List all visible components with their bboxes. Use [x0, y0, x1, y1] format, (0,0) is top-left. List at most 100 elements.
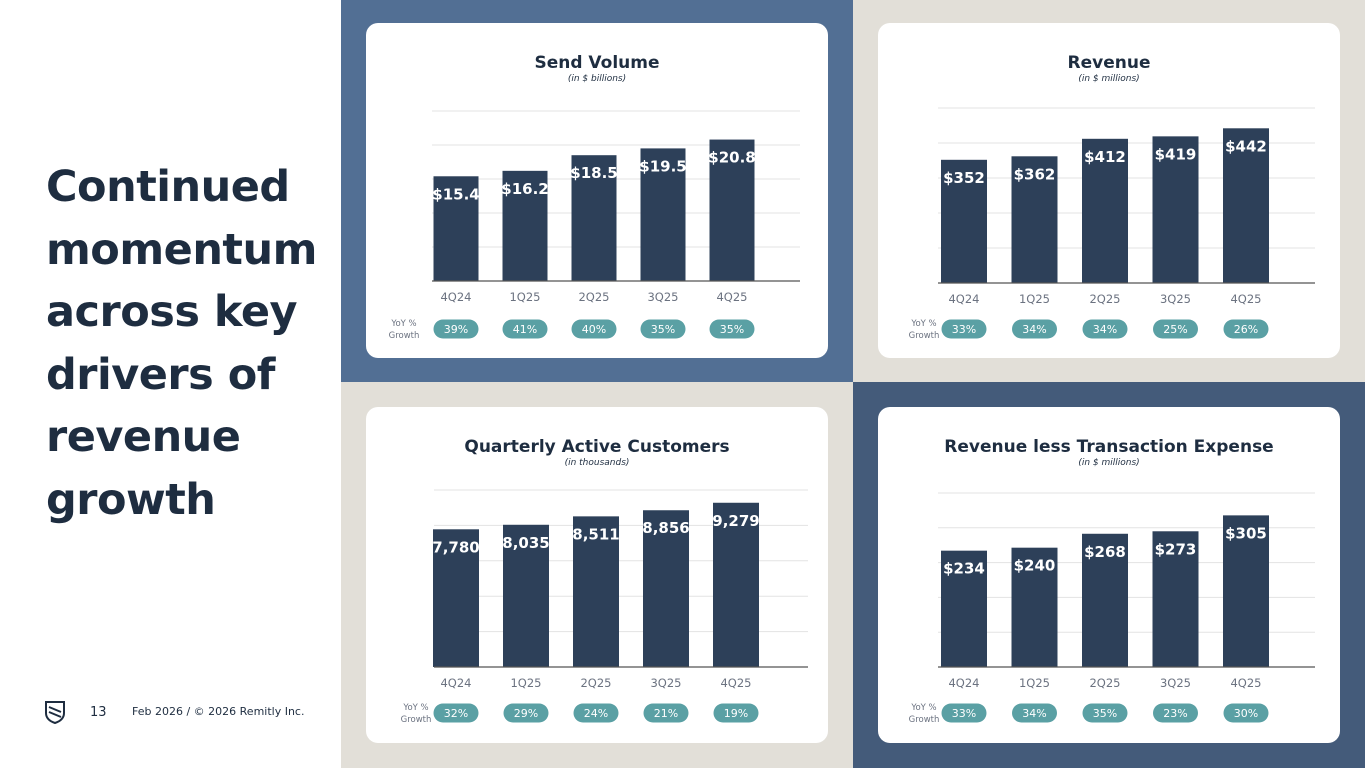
x-tick-label: 4Q24: [440, 290, 471, 304]
growth-pill: [1153, 319, 1198, 339]
yoy-label: YoY %: [910, 703, 936, 713]
revenue-less-tx-chart-card: Revenue less Transaction Expense (in $ mi…: [878, 407, 1340, 743]
growth-pill: [713, 703, 759, 723]
x-tick-label: 2Q25: [580, 676, 611, 690]
growth-pill: [1082, 319, 1128, 339]
growth-pill-value: 29%: [514, 707, 538, 720]
growth-pill-value: 33%: [952, 323, 976, 336]
growth-pill: [502, 319, 548, 339]
bar-4Q25: [709, 139, 755, 281]
x-tick-label: 4Q25: [716, 290, 747, 304]
growth-pill-value: 34%: [1022, 323, 1046, 336]
growth-pill: [433, 319, 479, 339]
x-tick-label: 3Q25: [1160, 676, 1191, 690]
bar-3Q25: [640, 148, 686, 281]
bar-value-label: 8,511: [572, 525, 619, 543]
bar-value-label: $18.5: [570, 164, 617, 182]
growth-pill: [503, 703, 549, 723]
x-tick-label: 2Q25: [578, 290, 609, 304]
growth-pill-value: 30%: [1234, 707, 1258, 720]
growth-pill: [1012, 703, 1057, 723]
x-tick-label: 4Q25: [1230, 676, 1261, 690]
bar-value-label: 8,856: [642, 519, 689, 537]
bar-value-label: $16.2: [501, 180, 548, 198]
bar-value-label: $20.8: [708, 149, 755, 167]
growth-pill-value: 24%: [584, 707, 608, 720]
growth-pill: [1082, 703, 1128, 723]
bar-value-label: 8,035: [502, 534, 549, 552]
page-number: 13: [90, 705, 107, 720]
x-tick-label: 4Q24: [440, 676, 471, 690]
remitly-shield-logo-icon: [45, 701, 65, 724]
bar-value-label: $273: [1155, 540, 1197, 558]
growth-pill-value: 34%: [1093, 323, 1117, 336]
bar-3Q25: [1152, 531, 1199, 667]
growth-pill-value: 40%: [582, 323, 606, 336]
growth-pill: [1012, 319, 1057, 339]
x-tick-label: 2Q25: [1089, 676, 1120, 690]
bar-4Q24: [433, 176, 479, 281]
chart-svg: Revenue less Transaction Expense(in $ mi…: [909, 437, 1315, 725]
bar-value-label: $240: [1014, 557, 1056, 575]
bar-4Q25: [1223, 515, 1269, 667]
bar-value-label: $352: [943, 169, 985, 187]
x-tick-label: 1Q25: [509, 290, 540, 304]
growth-pill-value: 35%: [651, 323, 675, 336]
x-tick-label: 3Q25: [1160, 292, 1191, 306]
growth-pill-value: 39%: [444, 323, 468, 336]
bar-1Q25: [1011, 156, 1058, 283]
bar-value-label: $362: [1014, 165, 1056, 183]
growth-pill: [941, 703, 987, 723]
chart-title: Send Volume: [534, 53, 659, 73]
bar-1Q25: [502, 170, 548, 281]
growth-pill-value: 33%: [952, 707, 976, 720]
yoy-label: Growth: [401, 715, 432, 725]
x-tick-label: 1Q25: [1019, 676, 1050, 690]
bar-value-label: 9,279: [712, 512, 759, 530]
bar-value-label: $15.4: [432, 185, 479, 203]
bar-2Q25: [1082, 533, 1128, 667]
x-tick-label: 4Q25: [1230, 292, 1261, 306]
chart-title: Revenue less Transaction Expense: [944, 437, 1273, 457]
growth-pill-value: 19%: [724, 707, 748, 720]
bar-value-label: $412: [1084, 148, 1126, 166]
yoy-label: YoY %: [402, 703, 428, 713]
chart-title: Revenue: [1068, 53, 1151, 73]
growth-pill-value: 25%: [1163, 323, 1187, 336]
growth-pill-value: 23%: [1163, 707, 1187, 720]
x-tick-label: 1Q25: [510, 676, 541, 690]
growth-pill: [571, 319, 617, 339]
growth-pill: [941, 319, 987, 339]
bar-value-label: $305: [1225, 524, 1267, 542]
bar-4Q24: [941, 550, 987, 667]
page-headline: Continued momentum across key drivers of…: [46, 162, 317, 525]
growth-pill: [573, 703, 619, 723]
bar-value-label: $234: [943, 560, 985, 578]
send-volume-chart-card: Send Volume (in $ billions) $15.4 4Q24 39% $1…: [366, 23, 828, 358]
bar-value-label: 7,780: [432, 538, 479, 556]
revenue-chart-card: Revenue (in $ millions) $352 4Q24 33% $362 1Q2…: [878, 23, 1340, 358]
x-tick-label: 3Q25: [650, 676, 681, 690]
growth-pill: [1153, 703, 1198, 723]
yoy-label: Growth: [909, 715, 940, 725]
growth-pill: [1223, 703, 1269, 723]
bar-1Q25: [1011, 547, 1058, 667]
bar-2Q25: [1082, 138, 1128, 283]
bar-2Q25: [571, 155, 617, 281]
bar-4Q25: [713, 502, 759, 667]
x-tick-label: 1Q25: [1019, 292, 1050, 306]
growth-pill-value: 34%: [1022, 707, 1046, 720]
growth-pill-value: 35%: [720, 323, 744, 336]
growth-pill-value: 21%: [654, 707, 678, 720]
yoy-label: Growth: [389, 331, 420, 341]
growth-pill-value: 41%: [513, 323, 537, 336]
chart-subtitle: (in $ billions): [568, 74, 626, 84]
growth-pill: [709, 319, 755, 339]
bar-4Q25: [1223, 128, 1269, 283]
bar-3Q25: [643, 510, 689, 667]
chart-subtitle: (in $ millions): [1078, 74, 1139, 84]
bar-value-label: $268: [1084, 543, 1126, 561]
active-customers-chart-card: Quarterly Active Customers (in thousands)…: [366, 407, 828, 743]
x-tick-label: 4Q25: [720, 676, 751, 690]
bar-value-label: $419: [1155, 145, 1197, 163]
